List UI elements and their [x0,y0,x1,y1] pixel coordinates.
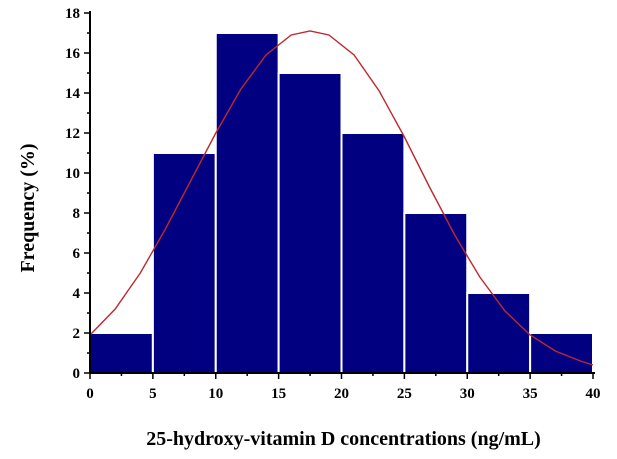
histogram-bar [340,132,406,374]
y-tick-label: 12 [65,126,80,142]
y-tick-label: 18 [65,6,80,22]
histogram-bar [277,72,343,374]
y-tick-label: 6 [73,246,81,262]
axes-layer [84,11,595,379]
x-tick-label: 15 [271,386,286,402]
y-tick-label: 2 [73,326,81,342]
y-tick-label: 16 [65,46,81,62]
x-tick-label: 0 [86,386,94,402]
y-tick-label: 0 [73,366,81,382]
y-tick-labels: 0 2 4 6 8 10 12 14 16 18 [65,6,81,382]
histogram-bar [466,292,532,374]
y-axis-title: Frequency (%) [17,143,39,272]
histogram-bar [89,332,154,374]
x-tick-label: 25 [397,386,412,402]
y-tick-label: 14 [65,86,81,102]
histogram-bar [214,32,280,374]
histogram-bar [403,212,469,374]
histogram-bar [151,152,217,374]
bars-layer [89,32,594,374]
x-tick-label: 20 [334,386,349,402]
x-axis-title: 25-hydroxy-vitamin D concentrations (ng/… [146,428,541,450]
y-tick-label: 10 [65,166,80,182]
y-tick-label: 4 [73,286,81,302]
y-tick-label: 8 [73,206,81,222]
x-tick-label: 5 [149,386,157,402]
x-tick-labels: 0 5 10 15 20 25 30 35 40 [86,386,600,402]
x-tick-label: 30 [460,386,475,402]
normal-fit-curve [89,30,594,366]
x-tick-label: 35 [523,386,538,402]
x-tick-label: 40 [586,386,601,402]
x-tick-label: 10 [208,386,223,402]
